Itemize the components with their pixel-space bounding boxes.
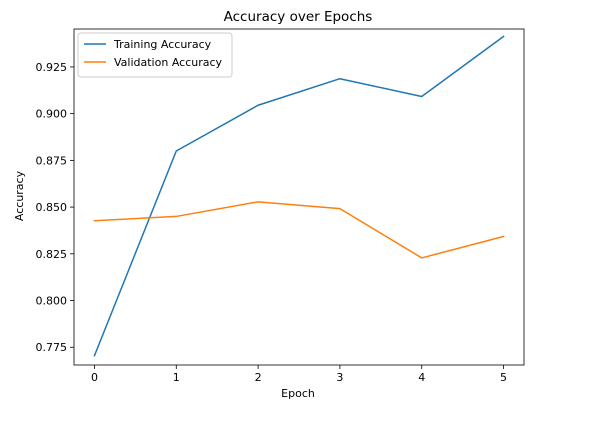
legend-label-0: Training Accuracy [113, 38, 212, 51]
y-tick-label-4: 0.875 [36, 154, 68, 167]
y-tick-label-1: 0.800 [36, 295, 68, 308]
legend-box [77, 32, 233, 78]
y-tick-label-2: 0.825 [36, 248, 68, 261]
y-tick-label-6: 0.925 [36, 61, 68, 74]
y-tick-label-5: 0.900 [36, 108, 68, 121]
chart-title: Accuracy over Epochs [224, 9, 373, 25]
legend-label-1: Validation Accuracy [114, 56, 223, 69]
x-tick-label-3: 3 [336, 371, 343, 384]
plot-area: 0 1 2 3 4 5 0.775 0.800 0.825 0.850 0.875 0.900 0.92… [36, 28, 525, 384]
x-tick-label-4: 4 [418, 371, 425, 384]
legend: Training Accuracy Validation Accuracy [77, 32, 233, 78]
y-tick-label-3: 0.850 [36, 201, 68, 214]
x-axis-label: Epoch [281, 387, 315, 400]
y-axis-label: Accuracy [13, 170, 26, 221]
x-tick-label-5: 5 [500, 371, 507, 384]
x-tick-label-0: 0 [91, 371, 98, 384]
series-line-1 [93, 201, 505, 259]
x-tick-label-1: 1 [173, 371, 180, 384]
x-tick-label-2: 2 [255, 371, 262, 384]
plot-frame [73, 28, 525, 366]
y-tick-label-0: 0.775 [36, 341, 68, 354]
series-line-0 [93, 35, 505, 357]
